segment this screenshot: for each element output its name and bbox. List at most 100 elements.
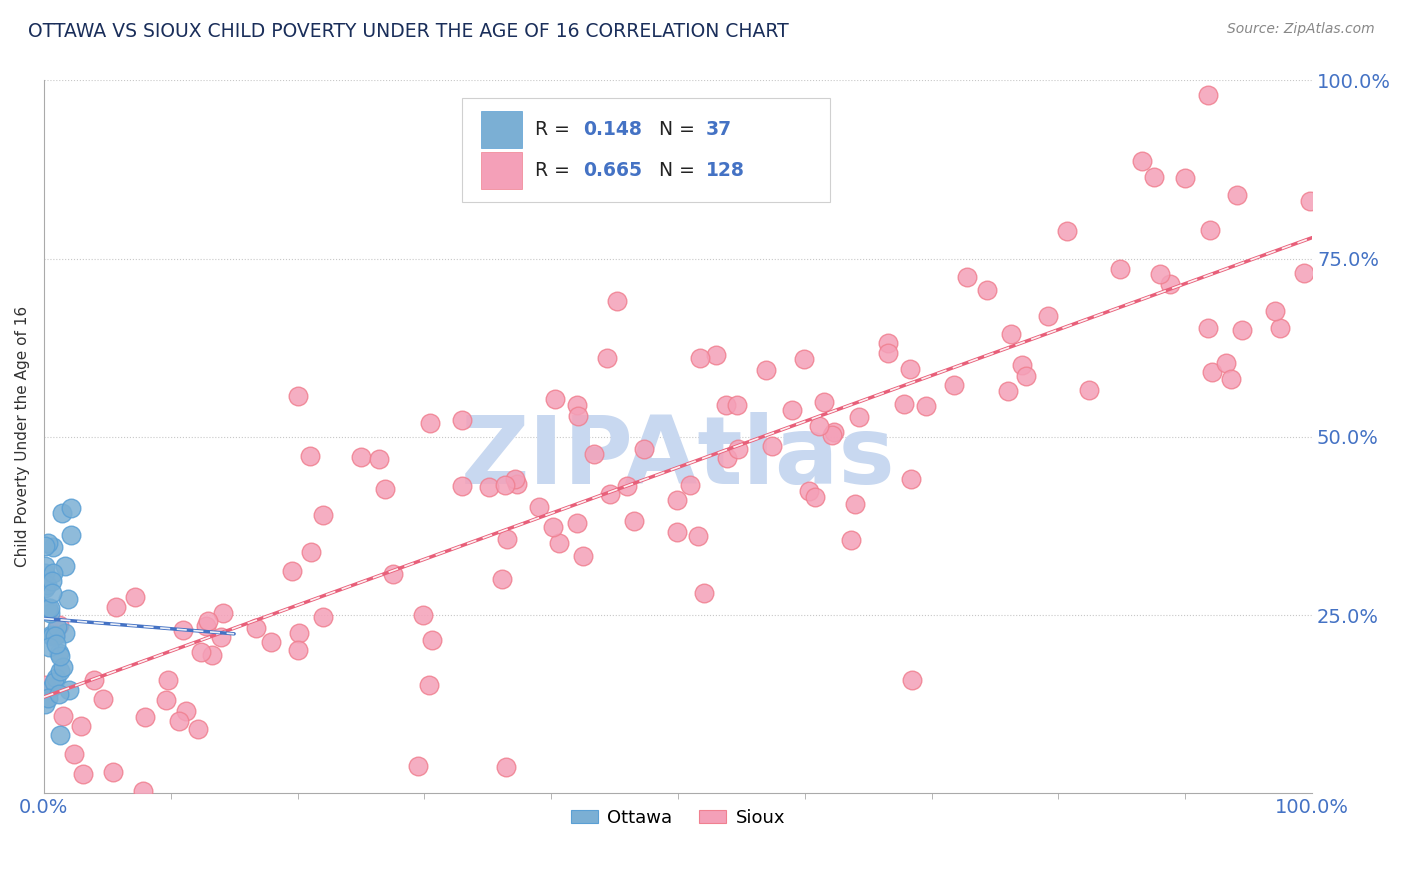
Point: [52, 708, 75, 723]
Point: [58, 683, 80, 698]
Text: Source: ZipAtlas.com: Source: ZipAtlas.com: [1227, 22, 1375, 37]
Point: [46, 620, 69, 634]
Point: [45, 637, 67, 651]
Point: [599, 487, 621, 501]
Point: [761, 439, 783, 453]
Point: [565, 516, 588, 530]
Point: [1264, 303, 1286, 318]
Point: [1197, 87, 1219, 102]
Point: [704, 348, 727, 362]
Point: [41, 540, 63, 554]
Point: [606, 293, 628, 308]
Point: [83, 673, 105, 687]
Point: [813, 395, 835, 409]
Point: [48, 618, 70, 632]
Point: [41, 629, 63, 643]
Point: [212, 606, 235, 620]
Point: [478, 480, 501, 494]
Point: [495, 760, 517, 774]
Point: [727, 442, 749, 456]
Point: [382, 566, 405, 581]
Point: [1268, 321, 1291, 335]
Text: R =: R =: [534, 120, 575, 139]
Point: [686, 529, 709, 543]
Point: [187, 723, 209, 737]
Text: 128: 128: [706, 161, 745, 180]
Point: [527, 500, 550, 514]
Point: [572, 549, 595, 564]
Point: [693, 586, 716, 600]
Point: [679, 478, 702, 492]
Point: [1036, 310, 1059, 324]
Point: [420, 632, 443, 647]
Point: [821, 427, 844, 442]
Text: ZIPAtlas: ZIPAtlas: [461, 412, 896, 504]
Point: [41, 566, 63, 580]
Point: [503, 472, 526, 486]
Point: [350, 450, 373, 464]
Text: 37: 37: [706, 120, 733, 139]
Point: [39, 607, 62, 621]
Point: [48, 646, 70, 660]
Point: [1056, 224, 1078, 238]
Point: [1174, 171, 1197, 186]
Point: [35, 678, 58, 692]
Point: [287, 642, 309, 657]
Point: [541, 519, 564, 533]
Point: [623, 514, 645, 528]
Point: [616, 479, 638, 493]
FancyBboxPatch shape: [481, 112, 522, 148]
FancyBboxPatch shape: [481, 152, 522, 189]
Point: [34, 581, 56, 595]
Point: [45, 671, 67, 685]
FancyBboxPatch shape: [463, 98, 830, 202]
Point: [419, 416, 441, 430]
Point: [901, 673, 924, 688]
Point: [41, 680, 63, 694]
Text: N =: N =: [659, 120, 700, 139]
Point: [169, 714, 191, 728]
Point: [39, 601, 62, 615]
Point: [134, 710, 156, 724]
Point: [41, 574, 63, 588]
Point: [755, 363, 778, 377]
Point: [59, 500, 82, 515]
Point: [1220, 372, 1243, 386]
Point: [893, 397, 915, 411]
Point: [1294, 266, 1316, 280]
Point: [1232, 323, 1254, 337]
Point: [72, 767, 94, 781]
Point: [48, 687, 70, 701]
Point: [197, 614, 219, 628]
Text: 0.148: 0.148: [583, 120, 641, 139]
Point: [804, 490, 827, 504]
Point: [34, 539, 56, 553]
Point: [201, 648, 224, 662]
Point: [665, 524, 688, 539]
Point: [494, 478, 516, 492]
Y-axis label: Child Poverty Under the Age of 16: Child Poverty Under the Age of 16: [15, 306, 30, 567]
Point: [209, 630, 232, 644]
Point: [101, 765, 124, 780]
Text: N =: N =: [659, 161, 700, 180]
Point: [823, 425, 845, 440]
Point: [172, 624, 194, 638]
Point: [49, 664, 72, 678]
Point: [877, 346, 900, 360]
Point: [312, 508, 335, 522]
Point: [288, 625, 311, 640]
Point: [299, 450, 322, 464]
Point: [53, 559, 76, 574]
Point: [37, 536, 59, 550]
Point: [1299, 194, 1322, 208]
Point: [915, 399, 938, 413]
Point: [56, 592, 79, 607]
Point: [451, 412, 474, 426]
Point: [287, 389, 309, 403]
Point: [1000, 327, 1022, 342]
Point: [1011, 358, 1033, 372]
Point: [280, 564, 302, 578]
Point: [34, 697, 56, 711]
Point: [808, 418, 831, 433]
Point: [408, 759, 430, 773]
